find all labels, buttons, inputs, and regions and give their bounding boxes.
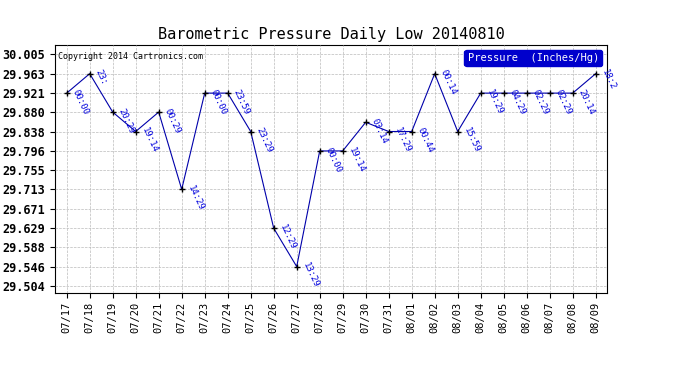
Text: 20:14: 20:14 <box>577 88 596 116</box>
Text: 23:: 23: <box>94 69 109 87</box>
Text: Copyright 2014 Cartronics.com: Copyright 2014 Cartronics.com <box>58 53 203 62</box>
Text: 03:14: 03:14 <box>370 117 389 145</box>
Text: 00:00: 00:00 <box>209 88 228 116</box>
Text: 00:29: 00:29 <box>163 107 182 135</box>
Text: 04:29: 04:29 <box>508 88 527 116</box>
Text: 18:2: 18:2 <box>600 69 617 92</box>
Text: 00:14: 00:14 <box>439 69 458 97</box>
Text: 13:29: 13:29 <box>301 261 320 290</box>
Text: 19:14: 19:14 <box>140 126 159 154</box>
Legend: Pressure  (Inches/Hg): Pressure (Inches/Hg) <box>464 50 602 66</box>
Text: 23:29: 23:29 <box>255 126 275 154</box>
Title: Barometric Pressure Daily Low 20140810: Barometric Pressure Daily Low 20140810 <box>158 27 504 42</box>
Text: 15:59: 15:59 <box>462 126 482 154</box>
Text: 00:44: 00:44 <box>416 126 435 154</box>
Text: 00:00: 00:00 <box>71 88 90 116</box>
Text: 00:00: 00:00 <box>324 146 344 174</box>
Text: 20:29: 20:29 <box>117 107 137 135</box>
Text: 19:29: 19:29 <box>485 88 504 116</box>
Text: 23:59: 23:59 <box>232 88 251 116</box>
Text: 02:29: 02:29 <box>531 88 551 116</box>
Text: 19:14: 19:14 <box>347 146 366 174</box>
Text: 14:29: 14:29 <box>186 184 206 212</box>
Text: 12:29: 12:29 <box>278 223 297 251</box>
Text: 02:29: 02:29 <box>554 88 573 116</box>
Text: 17:29: 17:29 <box>393 126 413 154</box>
